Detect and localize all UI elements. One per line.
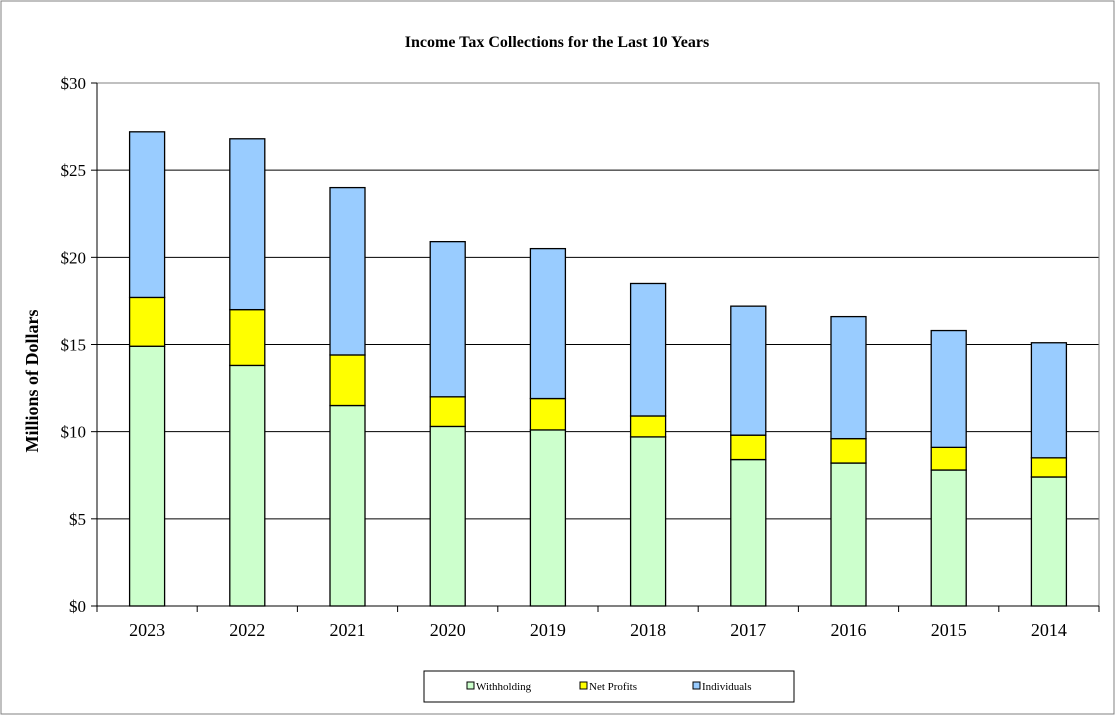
bar-2021-net-profits xyxy=(329,354,366,407)
bar-2018-individuals xyxy=(629,282,667,417)
legend: Withholding Net Profits Individuals xyxy=(423,670,795,703)
x-tick-label-2017: 2017 xyxy=(730,620,766,640)
y-axis-title: Millions of Dollars xyxy=(22,310,42,453)
bar-2020-individuals xyxy=(429,240,466,398)
bar-2018-withholding xyxy=(629,436,667,607)
x-tick-label-2022: 2022 xyxy=(229,620,265,640)
legend-box xyxy=(423,670,795,703)
bar-2022-net-profits xyxy=(229,308,266,367)
bar-2015-net-profits xyxy=(930,446,967,471)
bar-2021-individuals xyxy=(329,186,366,356)
bar-2017-withholding xyxy=(730,458,767,607)
legend-label-individuals: Individuals xyxy=(702,681,752,693)
x-tick-label-2016: 2016 xyxy=(831,620,867,640)
y-tick-label-$30: $30 xyxy=(61,74,87,93)
bars xyxy=(128,131,1068,607)
x-tick-label-2014: 2014 xyxy=(1031,620,1067,640)
x-tick-label-2023: 2023 xyxy=(129,620,165,640)
y-tick-label-$0: $0 xyxy=(69,597,86,616)
bar-2019-individuals xyxy=(529,247,567,400)
legend-swatch-individuals xyxy=(692,681,701,690)
x-tick-label-2021: 2021 xyxy=(330,620,366,640)
tick-labels: 2023 2022 2021 2020 2019 2018 2017 2016 2015 2014… xyxy=(61,74,1067,640)
bar-2018-net-profits xyxy=(629,415,667,438)
legend-label-net-profits: Net Profits xyxy=(589,681,637,693)
bar-2019-net-profits xyxy=(529,397,567,431)
axes xyxy=(91,82,1100,612)
bar-2022-withholding xyxy=(229,364,266,607)
bar-2016-withholding xyxy=(830,462,867,607)
x-tick-label-2015: 2015 xyxy=(931,620,967,640)
bar-2019-withholding xyxy=(529,429,567,607)
legend-swatch-net-profits xyxy=(579,681,588,690)
bar-2014-withholding xyxy=(1030,476,1068,607)
bar-2020-net-profits xyxy=(429,396,466,428)
bar-2021-withholding xyxy=(329,404,366,607)
bar-2014-individuals xyxy=(1030,342,1068,459)
bar-2017-net-profits xyxy=(730,434,767,461)
y-tick-label-$10: $10 xyxy=(61,423,87,442)
legend-label-withholding: Withholding xyxy=(476,681,532,693)
bar-2023-withholding xyxy=(128,345,166,607)
bar-2020-withholding xyxy=(429,425,466,607)
legend-swatch-withholding xyxy=(466,681,475,690)
y-tick-label-$20: $20 xyxy=(61,248,87,267)
bar-2023-net-profits xyxy=(128,296,166,347)
y-tick-label-$5: $5 xyxy=(69,510,86,529)
x-tick-label-2019: 2019 xyxy=(530,620,566,640)
bar-2023-individuals xyxy=(128,131,166,299)
bar-2016-individuals xyxy=(830,315,867,440)
bar-2017-individuals xyxy=(730,305,767,436)
bar-2015-withholding xyxy=(930,469,967,607)
y-tick-label-$25: $25 xyxy=(61,161,87,180)
bar-2022-individuals xyxy=(229,138,266,311)
bar-2015-individuals xyxy=(930,329,967,449)
bar-2016-net-profits xyxy=(830,437,867,464)
x-tick-label-2018: 2018 xyxy=(630,620,666,640)
bar-2014-net-profits xyxy=(1030,457,1068,478)
chart-title: Income Tax Collections for the Last 10 Y… xyxy=(405,34,709,51)
x-tick-label-2020: 2020 xyxy=(430,620,466,640)
y-tick-label-$15: $15 xyxy=(61,336,87,355)
